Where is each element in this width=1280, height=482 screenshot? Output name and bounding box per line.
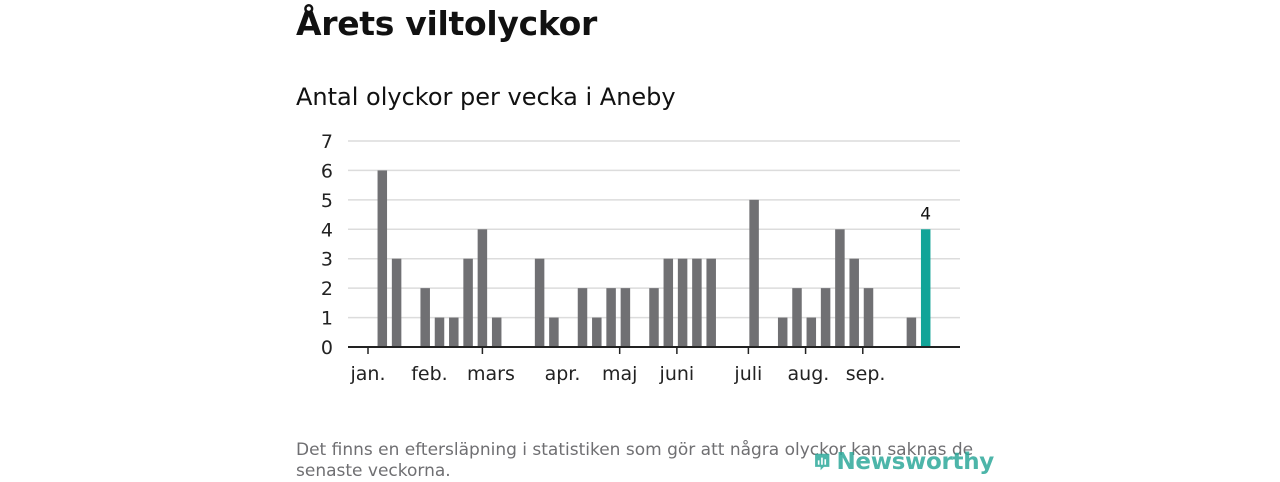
chart-title: Årets viltolyckor [296, 4, 597, 43]
bar [434, 317, 445, 347]
bar [806, 317, 817, 347]
bar [477, 229, 488, 347]
x-axis-month-labels: jan. feb. mars apr. maj juni juli aug. sep. [349, 363, 885, 385]
x-month-label: maj [602, 363, 637, 385]
newsworthy-logo-text: Newsworthy [836, 449, 994, 475]
bar-highlighted [920, 229, 931, 347]
y-tick-label: 0 [321, 337, 333, 359]
bar [863, 288, 874, 347]
bar [463, 258, 473, 347]
bar [777, 317, 788, 347]
y-tick-label: 7 [321, 131, 333, 153]
highlight-value-label: 4 [920, 204, 931, 224]
bar [749, 199, 759, 347]
bar [549, 317, 559, 347]
bar [677, 258, 688, 347]
newsworthy-logo: Newsworthy [814, 444, 994, 480]
bar [849, 258, 859, 347]
bar [592, 317, 602, 347]
chart-subtitle: Antal olyckor per vecka i Aneby [296, 83, 676, 111]
y-tick-label: 2 [321, 278, 333, 300]
bar [491, 317, 502, 347]
bar [534, 258, 545, 347]
y-tick-label: 5 [321, 190, 333, 212]
bar [391, 258, 402, 347]
bar [692, 258, 702, 347]
footnote: Det finns en eftersläpning i statistiken… [296, 440, 974, 481]
y-tick-label: 6 [321, 160, 333, 182]
x-month-label: juni [659, 363, 695, 385]
x-month-label: feb. [411, 363, 447, 385]
x-axis-ticks [367, 347, 864, 354]
bar [906, 317, 917, 347]
bar [663, 258, 674, 347]
bar-chart: 0 1 2 3 4 5 6 7 jan. feb. mars apr. maj juni juli aug.… [321, 131, 960, 385]
x-month-label: juli [733, 363, 762, 385]
bar [577, 288, 588, 347]
y-tick-label: 4 [321, 219, 333, 241]
x-month-label: apr. [545, 363, 581, 385]
bar [792, 288, 802, 347]
x-month-label: mars [467, 363, 515, 385]
bar [620, 288, 631, 347]
bar [377, 170, 388, 347]
bar [649, 288, 659, 347]
x-month-label: jan. [349, 363, 385, 385]
y-tick-label: 3 [321, 249, 333, 271]
bar [420, 288, 430, 347]
x-month-label: aug. [788, 363, 830, 385]
newsworthy-logo-icon [815, 453, 830, 471]
bar [835, 229, 845, 347]
x-month-label: sep. [846, 363, 886, 385]
bar [706, 258, 716, 347]
y-axis-tick-labels: 0 1 2 3 4 5 6 7 [321, 131, 333, 359]
bars [377, 170, 931, 347]
bar [820, 288, 831, 347]
y-tick-label: 1 [321, 308, 333, 330]
bar [606, 288, 616, 347]
bar [449, 317, 459, 347]
